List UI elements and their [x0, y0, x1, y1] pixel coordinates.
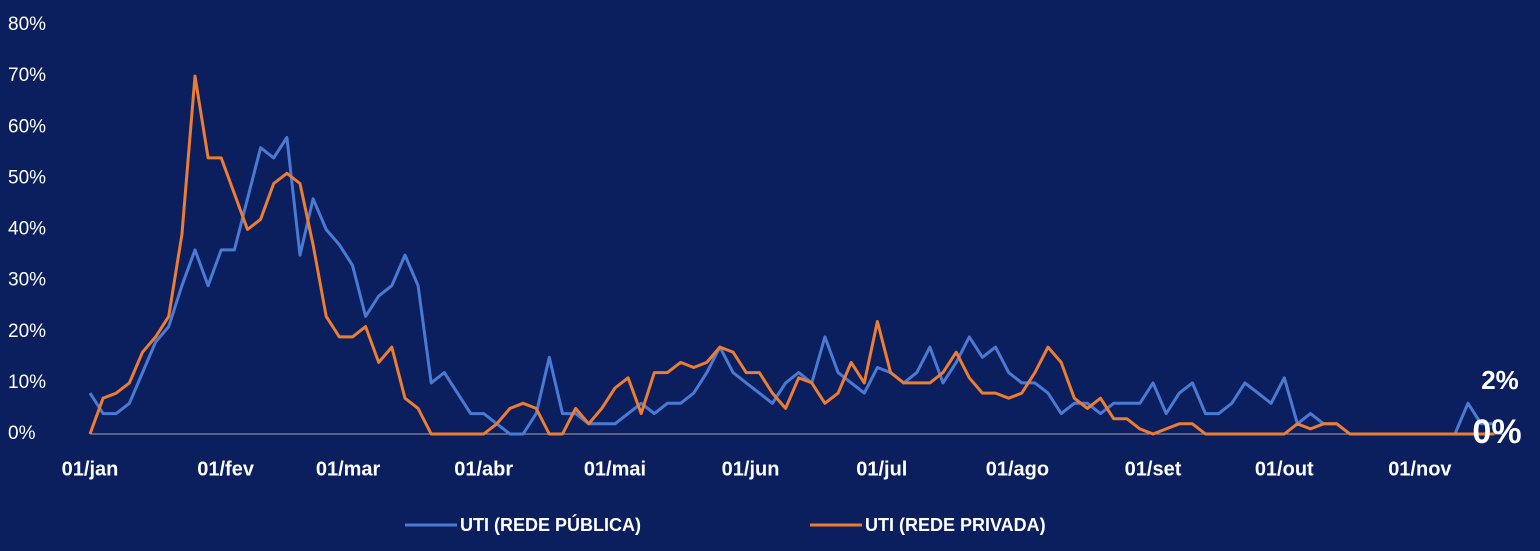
- x-tick-label: 01/abr: [454, 458, 513, 480]
- y-tick-label: 80%: [8, 14, 46, 35]
- x-tick-label: 01/jun: [722, 458, 780, 480]
- annotation: 0%: [1472, 413, 1521, 451]
- x-tick-label: 01/jan: [62, 458, 119, 480]
- y-tick-label: 70%: [8, 65, 46, 86]
- y-tick-label: 50%: [8, 167, 46, 188]
- y-tick-label: 10%: [8, 372, 46, 393]
- x-tick-label: 01/out: [1255, 458, 1314, 480]
- y-tick-label: 30%: [8, 270, 46, 291]
- series-line: [88, 74, 1495, 436]
- x-tick-label: 01/jul: [856, 458, 907, 480]
- y-tick-label: 40%: [8, 219, 46, 240]
- annotation: 2%: [1481, 365, 1519, 395]
- x-tick-label: 01/mai: [584, 458, 646, 480]
- x-tick-label: 01/fev: [197, 458, 255, 480]
- series-line: [88, 136, 1495, 436]
- x-tick-label: 01/mar: [316, 458, 381, 480]
- y-tick-label: 0%: [8, 423, 36, 444]
- y-tick-label: 60%: [8, 116, 46, 137]
- x-tick-label: 01/nov: [1388, 458, 1452, 480]
- y-tick-label: 20%: [8, 321, 46, 342]
- legend-label: UTI (REDE PÚBLICA): [460, 514, 641, 535]
- legend-label: UTI (REDE PRIVADA): [865, 515, 1046, 535]
- x-tick-label: 01/ago: [986, 458, 1049, 480]
- x-tick-label: 01/set: [1125, 458, 1182, 480]
